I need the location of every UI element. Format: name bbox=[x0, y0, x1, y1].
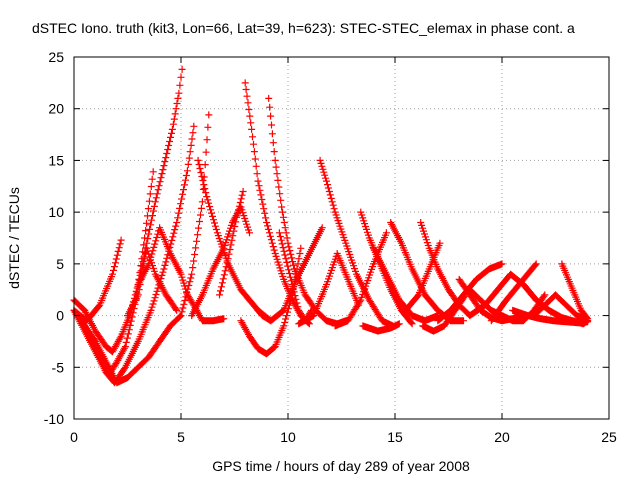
data-point-markers bbox=[558, 260, 592, 323]
x-axis-label: GPS time / hours of day 289 of year 2008 bbox=[212, 458, 470, 474]
chart-title: dSTEC Iono. truth (kit3, Lon=66, Lat=39,… bbox=[32, 20, 575, 36]
y-tick-label: 0 bbox=[56, 308, 64, 324]
y-tick-label: 20 bbox=[48, 101, 64, 117]
x-tick-label: 10 bbox=[280, 429, 296, 445]
x-tick-label: 20 bbox=[494, 429, 510, 445]
data-point-markers bbox=[402, 239, 444, 314]
series bbox=[434, 260, 506, 325]
axes: 0 5 10 15 20 25 -10 -5 0 5 10 15 20 25 bbox=[44, 49, 617, 445]
y-axis-label: dSTEC / TECUs bbox=[6, 187, 22, 289]
series bbox=[402, 239, 444, 314]
data-point-markers bbox=[81, 111, 213, 387]
data-point-markers bbox=[370, 244, 442, 325]
series bbox=[81, 111, 213, 387]
data-point-markers bbox=[254, 224, 326, 325]
plot-frame bbox=[73, 56, 610, 420]
series bbox=[295, 250, 363, 328]
x-tick-label: 15 bbox=[387, 429, 403, 445]
series bbox=[316, 156, 397, 330]
data-point-markers bbox=[359, 320, 403, 335]
data-point-markers bbox=[487, 260, 540, 325]
y-tick-label: 10 bbox=[48, 204, 64, 220]
data-point-markers bbox=[434, 260, 506, 325]
x-tick-label: 0 bbox=[70, 429, 78, 445]
series bbox=[487, 260, 540, 325]
series bbox=[359, 320, 403, 335]
data-points bbox=[70, 65, 592, 387]
data-point-markers bbox=[316, 156, 397, 330]
series bbox=[558, 260, 592, 323]
series bbox=[216, 188, 247, 299]
y-tick-label: -10 bbox=[44, 411, 64, 427]
data-point-markers bbox=[509, 306, 592, 327]
series bbox=[254, 224, 326, 325]
x-tick-label: 25 bbox=[601, 429, 617, 445]
x-tick-label: 5 bbox=[177, 429, 185, 445]
y-tick-label: 5 bbox=[56, 256, 64, 272]
series bbox=[370, 244, 442, 325]
data-point-markers bbox=[216, 188, 247, 299]
y-tick-label: -5 bbox=[52, 359, 65, 375]
series bbox=[509, 306, 592, 327]
data-point-markers bbox=[295, 250, 363, 328]
y-tick-label: 15 bbox=[48, 152, 64, 168]
y-tick-label: 25 bbox=[48, 49, 64, 65]
